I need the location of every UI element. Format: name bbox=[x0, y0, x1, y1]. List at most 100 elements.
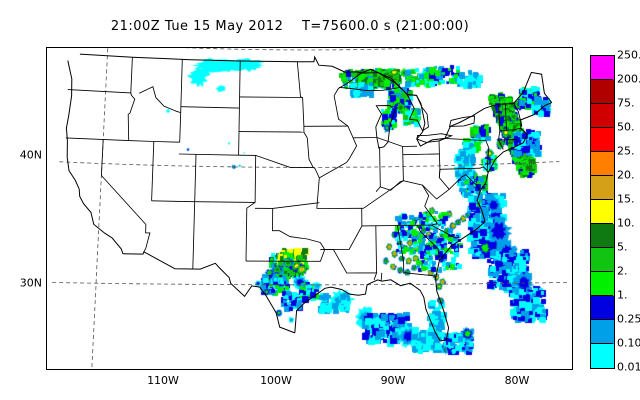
state-border-16 bbox=[238, 154, 314, 168]
colorbar-label-6: 15. bbox=[617, 192, 635, 206]
colorbar-band-10 bbox=[591, 296, 614, 320]
state-border-17 bbox=[238, 131, 304, 133]
state-border-18 bbox=[239, 96, 303, 98]
state-border-2 bbox=[127, 57, 136, 141]
colorbar-band-5 bbox=[591, 176, 614, 200]
colorbar-label-2: 75. bbox=[617, 96, 635, 110]
colorbar-separator-8 bbox=[590, 247, 613, 248]
colorbar-separator-12 bbox=[590, 343, 613, 344]
state-border-14 bbox=[192, 154, 197, 270]
colorbar-label-3: 50. bbox=[617, 120, 635, 134]
graticule-parallel-30n bbox=[52, 282, 567, 286]
lake-superior bbox=[338, 72, 404, 92]
colorbar-label-12: 0.10 bbox=[617, 336, 640, 350]
colorbar-label-8: 5. bbox=[617, 240, 628, 254]
state-border-31 bbox=[245, 242, 326, 262]
x-tick-label-90w: 90W bbox=[380, 374, 406, 387]
state-border-37 bbox=[403, 272, 436, 279]
border-canada bbox=[79, 53, 553, 147]
colorbar-band-12 bbox=[591, 344, 614, 368]
state-border-44 bbox=[379, 146, 381, 187]
state-border-34 bbox=[375, 225, 378, 273]
state-border-56 bbox=[499, 127, 521, 131]
state-border-11 bbox=[100, 139, 104, 176]
state-border-33 bbox=[320, 249, 378, 281]
state-border-1 bbox=[65, 137, 180, 143]
colorbar-band-2 bbox=[591, 104, 614, 128]
colorbar-label-11: 0.25 bbox=[617, 312, 640, 326]
x-tick-label-100w: 100W bbox=[260, 374, 292, 387]
state-border-48 bbox=[402, 153, 440, 156]
state-border-30 bbox=[272, 208, 321, 243]
colorbar-separator-3 bbox=[590, 127, 613, 128]
state-border-57 bbox=[498, 138, 518, 142]
state-border-54 bbox=[448, 174, 481, 192]
colorbar-separator-1 bbox=[590, 79, 613, 80]
geography-overlay bbox=[52, 48, 567, 368]
state-border-4 bbox=[139, 86, 181, 114]
state-border-38 bbox=[380, 272, 383, 282]
colorbar-separator-2 bbox=[590, 103, 613, 104]
colorbar-band-4 bbox=[591, 152, 614, 176]
y-tick-label-30n: 30N bbox=[19, 276, 42, 290]
colorbar-band-7 bbox=[591, 224, 614, 248]
colorbar-band-3 bbox=[591, 128, 614, 152]
colorbar-label-9: 2. bbox=[617, 264, 628, 278]
state-border-29 bbox=[254, 202, 320, 209]
colorbar-separator-7 bbox=[590, 223, 613, 224]
colorbar-band-1 bbox=[591, 80, 614, 104]
colorbar-label-7: 10. bbox=[617, 216, 635, 230]
colorbar-separator-11 bbox=[590, 319, 613, 320]
state-border-15 bbox=[245, 155, 257, 262]
state-border-10 bbox=[101, 175, 147, 225]
state-border-41 bbox=[431, 224, 460, 239]
state-border-52 bbox=[479, 166, 489, 173]
colorbar-separator-6 bbox=[590, 199, 613, 200]
colorbar-separator-5 bbox=[590, 175, 613, 176]
state-border-32 bbox=[324, 208, 363, 251]
state-border-51 bbox=[438, 137, 490, 148]
state-border-55 bbox=[498, 104, 504, 150]
colorbar-label-13: 0.01 bbox=[617, 360, 640, 374]
state-border-9 bbox=[151, 141, 155, 201]
colorbar-label-4: 25. bbox=[617, 144, 635, 158]
state-border-19 bbox=[302, 97, 314, 168]
graticule-parallel-40n bbox=[59, 161, 560, 168]
colorbar-separator-4 bbox=[590, 151, 613, 152]
colorbar-band-11 bbox=[591, 320, 614, 344]
state-border-12 bbox=[143, 224, 151, 252]
state-border-42 bbox=[363, 180, 430, 209]
colorbar bbox=[590, 55, 615, 369]
colorbar-band-8 bbox=[591, 248, 614, 272]
lake-huron bbox=[406, 93, 429, 132]
lake-erie bbox=[416, 133, 454, 143]
state-border-23 bbox=[333, 95, 349, 127]
page-title: 21:00Z Tue 15 May 2012 T=75600.0 s (21:0… bbox=[110, 19, 470, 34]
colorbar-label-5: 20. bbox=[617, 168, 635, 182]
state-border-20 bbox=[296, 61, 303, 98]
state-border-7 bbox=[180, 106, 240, 109]
colorbar-band-0 bbox=[591, 56, 614, 80]
state-border-3 bbox=[179, 112, 182, 143]
colorbar-band-9 bbox=[591, 272, 614, 296]
lake-michigan bbox=[375, 105, 396, 149]
state-border-26 bbox=[312, 167, 320, 209]
colorbar-label-10: 1. bbox=[617, 288, 628, 302]
state-border-40 bbox=[424, 206, 438, 225]
graticule-parallel-50n bbox=[182, 48, 432, 51]
state-border-22 bbox=[333, 87, 341, 96]
state-border-46 bbox=[376, 137, 418, 147]
state-border-0 bbox=[67, 89, 131, 94]
state-border-27 bbox=[319, 162, 347, 179]
colorbar-label-1: 200. bbox=[617, 72, 640, 86]
state-border-5 bbox=[180, 59, 183, 113]
precipitation-field bbox=[47, 48, 572, 369]
colorbar-band-6 bbox=[591, 200, 614, 224]
state-border-39 bbox=[417, 225, 440, 261]
state-border-25 bbox=[346, 125, 358, 163]
coastline-pacific bbox=[65, 60, 124, 254]
state-border-13 bbox=[151, 200, 256, 203]
state-border-45 bbox=[402, 146, 404, 181]
state-border-53 bbox=[486, 147, 490, 171]
